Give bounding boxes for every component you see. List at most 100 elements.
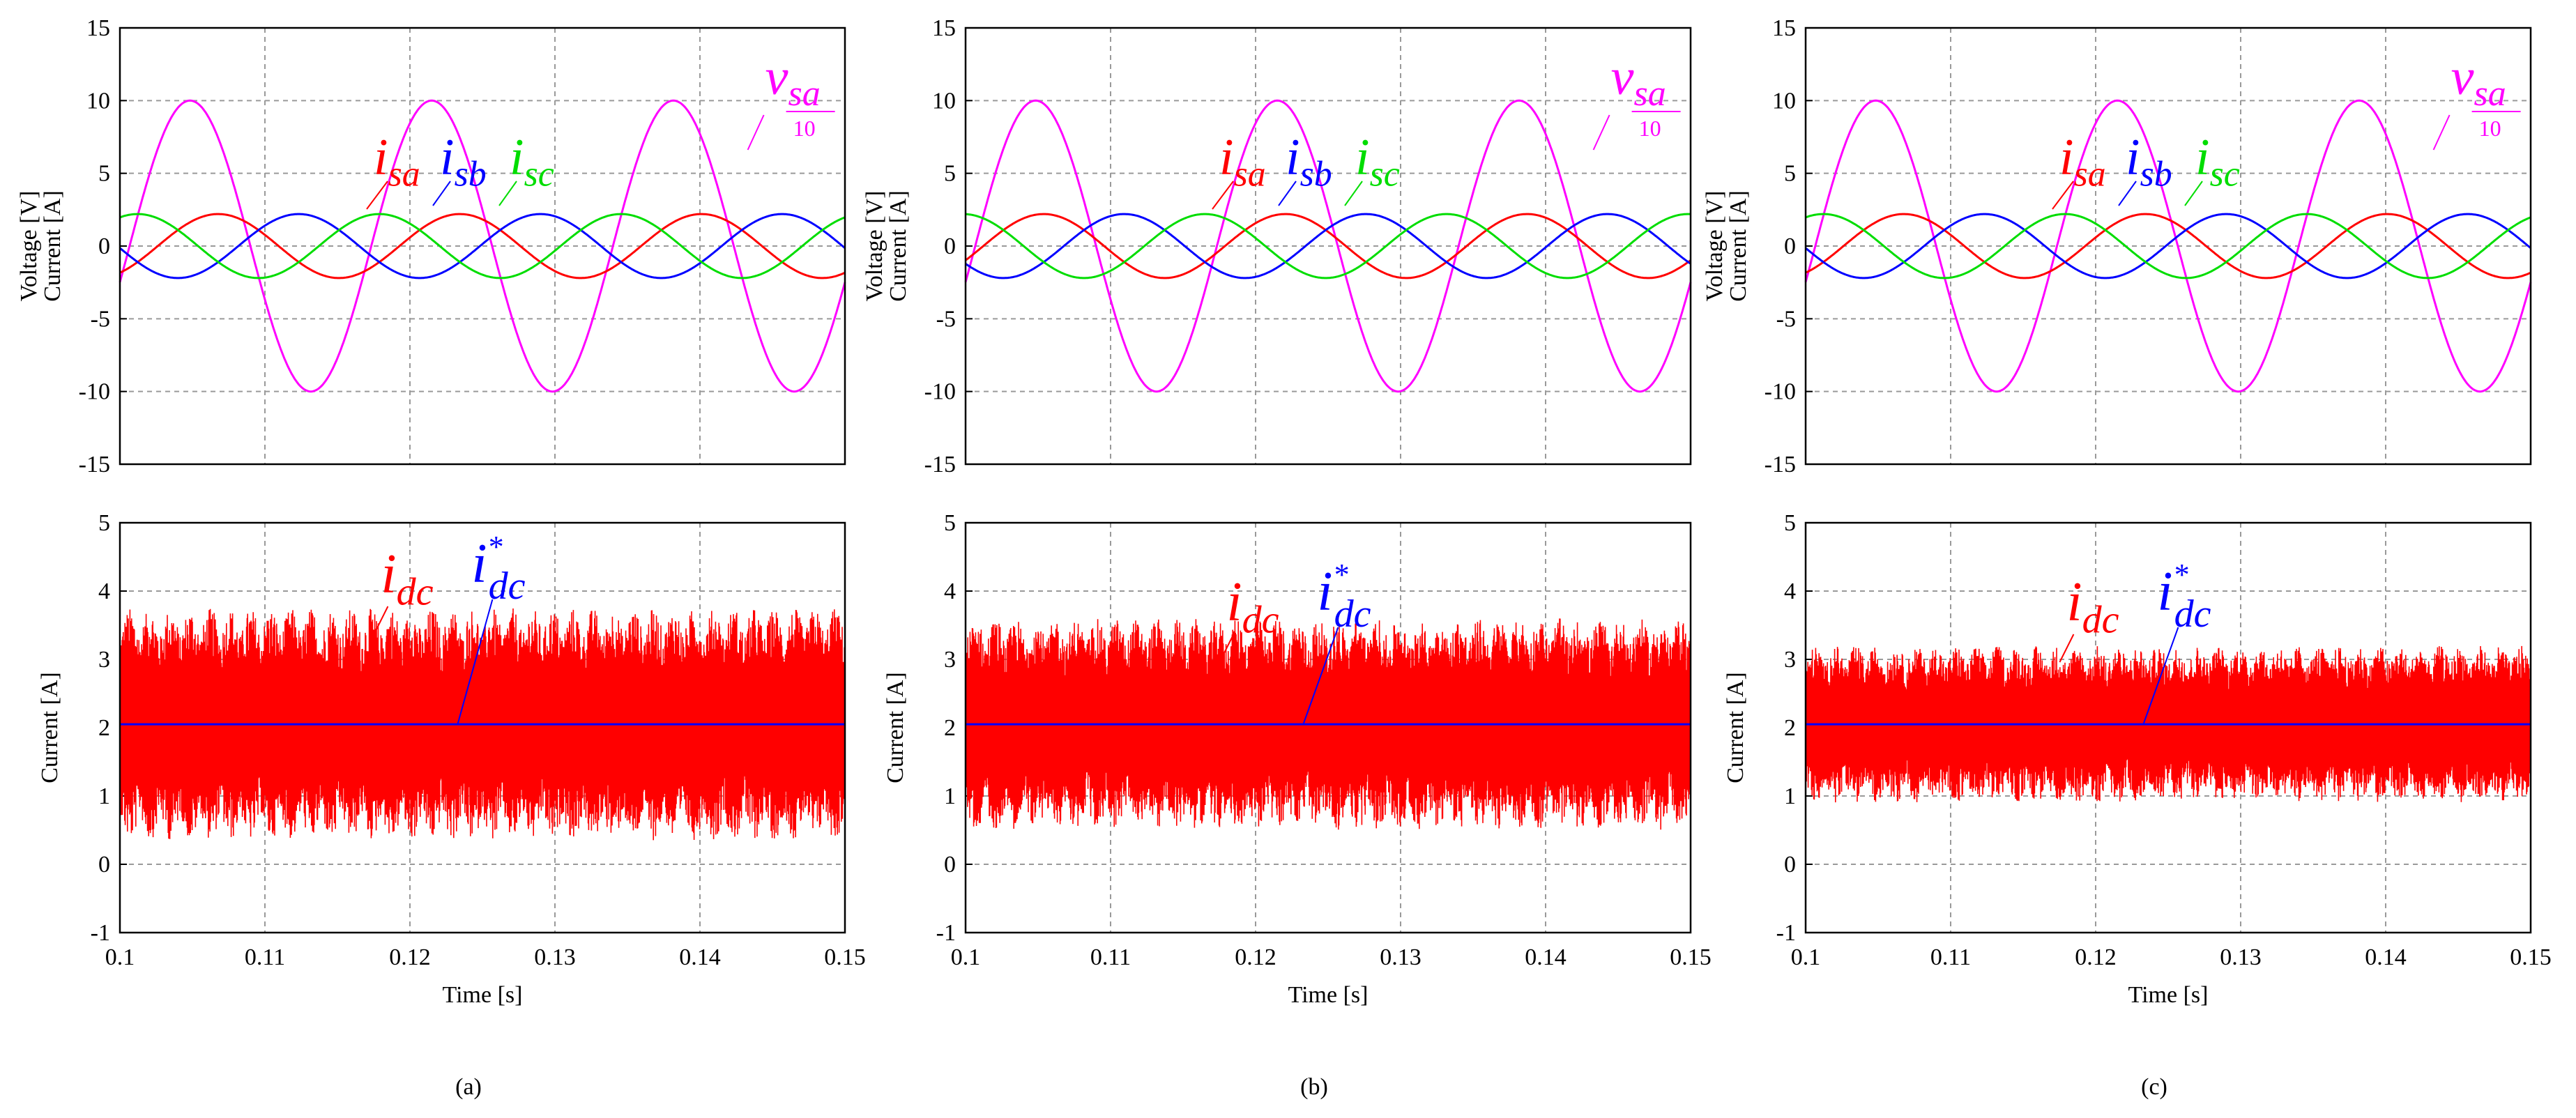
top-c-series-1 [1805,213,2531,280]
label-isa: isa [374,129,420,194]
bot-b-xtick-label: 0.14 [1525,944,1567,970]
bot-a-xlabel: Time [s] [443,982,523,1008]
pointer-vsa [747,114,765,151]
bot-a-ytick-label: 1 [98,783,110,809]
top-a-frame [119,26,846,466]
bot-c-ytick-label: 1 [1784,783,1796,809]
top-a-series-0 [119,99,846,393]
bot-a-ylabel: Current [A] [37,672,63,783]
top-c-frame [1804,26,2532,466]
label-idc: idc [1226,572,1279,642]
label-idc-ref: i* dc [471,530,525,608]
label-idc: idc [2066,572,2119,642]
bot-c-xtick-label: 0.13 [2220,944,2262,970]
pointer-idc [373,606,389,635]
bot-c-xtick-label: 0.1 [1791,944,1821,970]
top-b-ytick-label: -10 [924,379,956,405]
label-isa: isa [2059,129,2106,194]
bot-c-ytick-label: 5 [1784,510,1796,536]
bot-b-ytick-label: 0 [944,852,956,878]
label-idc: idc [381,544,433,614]
bot-c-ytick-label: 3 [1784,647,1796,673]
bot-c-ylabel: Current [A] [1723,672,1748,783]
top-a-ytick-label: -15 [79,452,110,477]
pointer-isa [366,181,388,210]
bot-b-frame [964,521,1692,934]
top-b-ytick-label: 5 [944,161,956,187]
pointer-isc [2184,181,2203,206]
label-vsa-denominator: 10 [793,116,816,141]
bot-a-xtick-label: 0.12 [389,944,431,970]
bot-a-xtick-label: 0.13 [534,944,576,970]
top-a-series-1 [119,213,846,280]
bot-a-ytick-label: 0 [98,852,110,878]
top-a-ytick-label: 15 [86,15,110,41]
caption-c: (c) [2141,1074,2167,1100]
pointer-isa [2052,181,2074,210]
top-b-ytick-label: 15 [932,15,956,41]
pointer-isc [498,181,517,206]
label-vsa: vsa [2451,49,2506,114]
bot-b-ytick-label: 3 [944,647,956,673]
pointer-isa [1212,181,1234,210]
bot-b-ytick-label: -1 [936,920,956,946]
pointer-idc [2059,634,2075,663]
top-b-series-0 [964,99,1692,393]
top-a-ytick-label: 10 [86,88,110,114]
pointer-isb [2118,181,2137,206]
bot-a-xtick-label: 0.15 [824,944,866,970]
bot-b-xlabel: Time [s] [1288,982,1369,1008]
top-c-series-2 [1805,213,2531,280]
caption-b: (b) [1300,1074,1328,1100]
label-isb: isb [2126,129,2172,194]
bot-b-ytick-label: 1 [944,783,956,809]
top-c-ytick-label: -10 [1765,379,1796,405]
bot-c-xtick-label: 0.14 [2365,944,2407,970]
top-b-frame [964,26,1692,466]
bot-a-ytick-label: 5 [98,510,110,536]
bot-c-xlabel: Time [s] [2128,982,2209,1008]
bot-a-xtick-label: 0.1 [105,944,135,970]
top-a-ytick-label: 5 [98,161,110,187]
label-isa: isa [1219,129,1266,194]
top-c-ytick-label: -15 [1765,452,1796,477]
label-vsa: vsa [1611,49,1666,114]
top-a-series-3 [119,213,846,280]
label-vsa-denominator: 10 [1639,116,1661,141]
bot-c-xtick-label: 0.11 [1930,944,1971,970]
top-c-ytick-label: 5 [1784,161,1796,187]
pointer-vsa [1592,114,1610,151]
pointer-idc-ref [1302,627,1339,725]
pointer-idc [1219,634,1235,663]
bot-b-xtick-label: 0.11 [1090,944,1131,970]
top-b-series-3 [965,213,1691,280]
bot-b-xtick-label: 0.1 [951,944,981,970]
top-c-ytick-label: 10 [1772,88,1796,114]
top-c-series-3 [1805,213,2531,280]
pointer-isb [1278,181,1297,206]
bot-a-xtick-label: 0.14 [679,944,721,970]
pointer-idc-ref [2142,627,2179,725]
top-b-ytick-label: 10 [932,88,956,114]
bot-c-xtick-label: 0.12 [2075,944,2117,970]
top-a-series-2 [119,213,846,280]
bot-c-ytick-label: 4 [1784,579,1796,604]
bot-b-xtick-label: 0.13 [1380,944,1422,970]
top-c-ylabel: Voltage [V]Current [A] [1702,190,1751,302]
top-a-ytick-label: 0 [98,233,110,259]
top-b-series-2 [965,213,1691,280]
bot-a-ytick-label: 2 [98,715,110,741]
top-b-ytick-label: 0 [944,233,956,259]
label-isb: isb [1286,129,1332,194]
bot-c-ytick-label: 2 [1784,715,1796,741]
caption-a: (a) [455,1074,482,1100]
top-a-ytick-label: -10 [79,379,110,405]
pointer-isc [1344,181,1363,206]
bot-b-ylabel: Current [A] [883,672,908,783]
bot-b-xtick-label: 0.12 [1235,944,1276,970]
bot-c-xtick-label: 0.15 [2510,944,2552,970]
label-isc: isc [2195,129,2240,194]
